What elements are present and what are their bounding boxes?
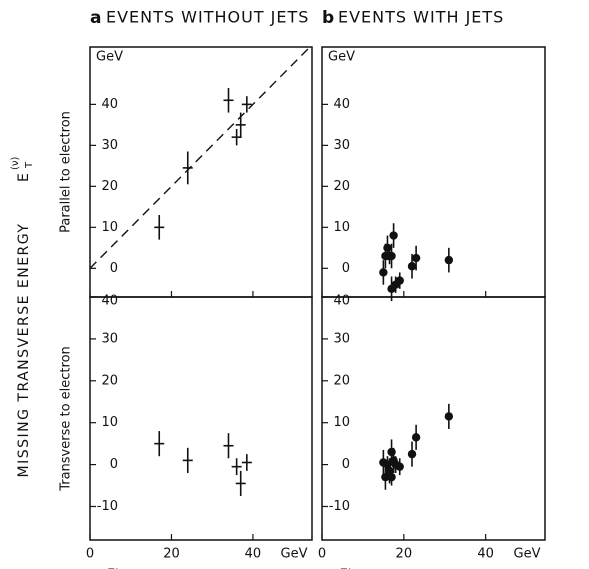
y-tick-label: 10 [101, 415, 118, 430]
plot-frame [89, 296, 313, 541]
y-tick-label: 0 [342, 457, 350, 472]
point [389, 231, 398, 240]
panel-y-label: Transverse to electron [59, 346, 74, 492]
point [395, 276, 404, 285]
point [381, 472, 390, 482]
y-tick-label: 10 [333, 220, 350, 235]
y-tick-label: 40 [333, 294, 350, 309]
y-tick-label: 40 [101, 294, 118, 309]
panel-title: EVENTS WITHOUT JETS [106, 8, 309, 27]
point [395, 462, 404, 471]
y-tick-label: -10 [97, 499, 118, 514]
y-tick-label: 0 [342, 261, 350, 276]
y-tick-label: 30 [101, 138, 118, 153]
y-label-group: MISSING TRANSVERSE ENERGY E T (ν) [10, 157, 35, 478]
point [387, 251, 396, 261]
panel-y-label-group: Transverse to electron [59, 346, 74, 492]
y-unit: GeV [328, 50, 355, 65]
x-unit: GeV [514, 547, 541, 562]
panel-y-label-group: Parallel to electron [59, 111, 74, 233]
y-tick-label: 30 [333, 138, 350, 153]
y-tick-label: 20 [101, 179, 118, 194]
x-tick-label: 40 [245, 547, 262, 562]
y-label-sub: T [24, 161, 35, 169]
plot-frame [321, 296, 546, 541]
point [407, 449, 417, 459]
point [444, 412, 454, 421]
x-tick-label: 20 [163, 547, 180, 562]
y-label: MISSING TRANSVERSE ENERGY [16, 223, 32, 478]
y-tick-label: 0 [110, 457, 118, 472]
point [387, 447, 396, 457]
point [411, 253, 421, 263]
y-tick-label: 30 [101, 331, 118, 346]
x-tick-label: 0 [318, 547, 326, 562]
point [383, 243, 392, 253]
y-tick-label: 40 [101, 97, 118, 112]
y-tick-label: 10 [101, 220, 118, 235]
y-tick-label: 20 [333, 179, 350, 194]
plot-frame [321, 46, 546, 298]
point [411, 433, 421, 442]
reference-line [89, 44, 313, 269]
y-tick-label: 40 [333, 97, 350, 112]
panel-letter: a [90, 8, 101, 28]
y-tick-label: 20 [333, 373, 350, 388]
point [444, 255, 454, 265]
y-label-sup: (ν) [10, 157, 21, 170]
panel-title: EVENTS WITH JETS [338, 8, 504, 27]
panel-letter: b [322, 8, 334, 28]
x-tick-label: 40 [477, 547, 494, 562]
x-tick-label: 0 [86, 547, 94, 562]
point [407, 262, 417, 271]
point [387, 472, 396, 482]
point [379, 268, 388, 277]
panel-y-label: Parallel to electron [59, 111, 74, 233]
x-label: Electron tronsverse energy [340, 568, 516, 569]
y-unit: GeV [96, 50, 123, 65]
x-unit: GeV [281, 547, 308, 562]
x-label: Electron transverse energy [107, 568, 283, 569]
plot-frame [89, 46, 313, 298]
y-label-symbol: E [16, 172, 32, 182]
x-tick-label: 20 [396, 547, 413, 562]
y-tick-label: 0 [110, 261, 118, 276]
y-tick-label: 30 [333, 331, 350, 346]
y-tick-label: 10 [333, 415, 350, 430]
y-tick-label: -10 [329, 499, 350, 514]
y-tick-label: 20 [101, 373, 118, 388]
